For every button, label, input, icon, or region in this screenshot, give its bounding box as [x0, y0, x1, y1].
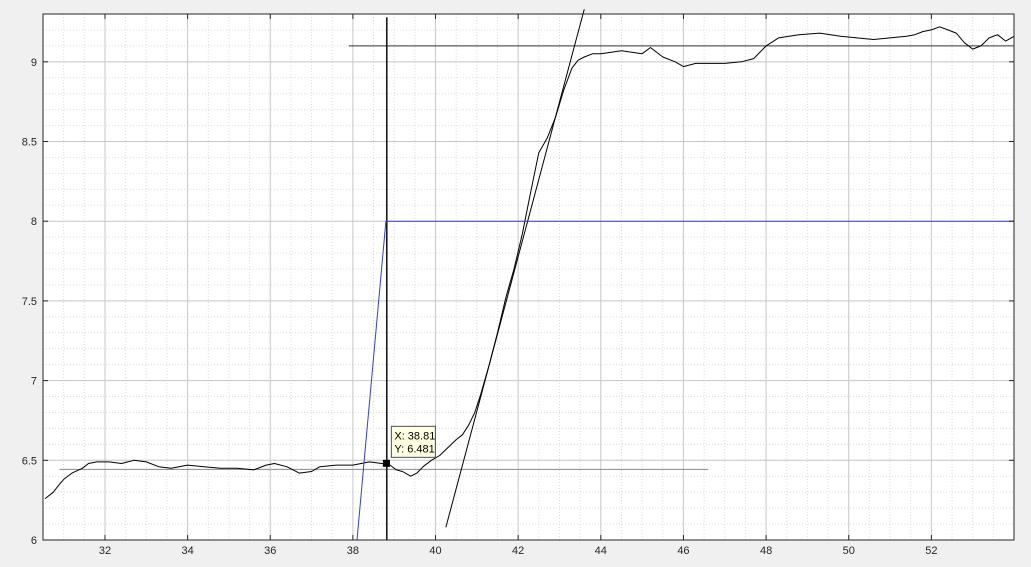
x-tick-label: 38 [347, 545, 359, 557]
series-layer [44, 26, 1015, 541]
step-input-series-line [356, 220, 1014, 541]
datatip[interactable]: X: 38.81 Y: 6.481 [382, 425, 436, 467]
datatip-x-text: X: 38.81 [394, 430, 435, 442]
x-tick-label: 50 [843, 545, 855, 557]
y-tick-label: 7.5 [22, 296, 37, 308]
y-tick-label: 9 [31, 57, 37, 69]
reference-lines [59, 9, 1014, 540]
x-tick-label: 48 [760, 545, 772, 557]
x-tick-label: 42 [512, 545, 524, 557]
y-tick-label: 6.5 [22, 455, 37, 467]
y-tick-label: 6 [31, 535, 37, 547]
plot-area [43, 14, 1014, 540]
x-tick-label: 44 [595, 545, 607, 557]
plot-border [42, 13, 1015, 541]
y-axis: 6 6.5 7 7.5 8 8.5 9 [22, 57, 1014, 547]
x-tick-label: 52 [925, 545, 937, 557]
x-tick-label: 46 [677, 545, 689, 557]
y-tick-label: 8 [31, 216, 37, 228]
x-tick-label: 34 [181, 545, 193, 557]
x-tick-label: 36 [264, 545, 276, 557]
y-tick-label: 8.5 [22, 137, 37, 149]
datatip-marker[interactable] [382, 459, 390, 467]
x-tick-label: 32 [99, 545, 111, 557]
datatip-y-text: Y: 6.481 [394, 443, 434, 455]
y-tick-label: 7 [31, 376, 37, 388]
response-series-line [44, 26, 1015, 499]
tangent-reference-line [445, 9, 585, 528]
x-tick-label: 40 [429, 545, 441, 557]
datatip-box [390, 425, 436, 458]
x-axis: 32 34 36 38 40 42 44 46 48 50 52 [99, 14, 937, 557]
